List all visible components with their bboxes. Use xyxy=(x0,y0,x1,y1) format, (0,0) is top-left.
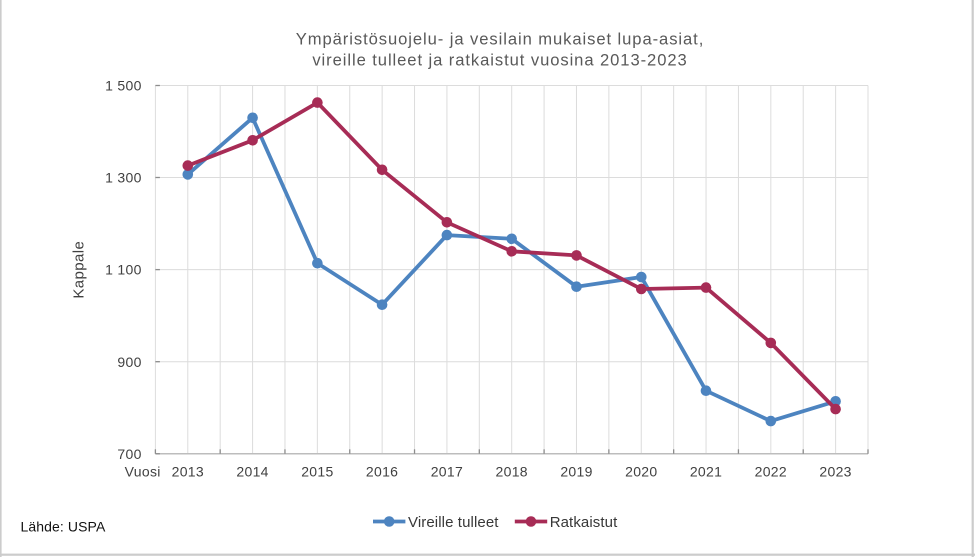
svg-text:Ratkaistut: Ratkaistut xyxy=(550,514,618,531)
svg-text:Kappale: Kappale xyxy=(71,241,88,299)
svg-text:1 100: 1 100 xyxy=(105,262,142,278)
svg-text:2017: 2017 xyxy=(431,463,463,479)
svg-text:1 300: 1 300 xyxy=(105,170,142,186)
svg-text:2013: 2013 xyxy=(172,463,204,479)
svg-text:vireille tulleet ja ratkaistut: vireille tulleet ja ratkaistut vuosina 2… xyxy=(312,51,687,70)
svg-text:2015: 2015 xyxy=(301,463,333,479)
svg-text:2018: 2018 xyxy=(496,463,528,479)
svg-text:2019: 2019 xyxy=(560,463,592,479)
svg-text:900: 900 xyxy=(117,354,141,370)
svg-text:700: 700 xyxy=(117,446,141,462)
svg-text:2023: 2023 xyxy=(819,463,851,479)
svg-text:1 500: 1 500 xyxy=(105,78,142,94)
svg-text:2022: 2022 xyxy=(755,463,787,479)
svg-text:2020: 2020 xyxy=(625,463,657,479)
svg-text:Vuosi: Vuosi xyxy=(125,463,161,479)
svg-text:2021: 2021 xyxy=(690,463,722,479)
svg-text:Vireille tulleet: Vireille tulleet xyxy=(408,514,499,531)
svg-text:Ympäristösuojelu- ja vesilain: Ympäristösuojelu- ja vesilain mukaiset l… xyxy=(296,30,704,49)
svg-text:2016: 2016 xyxy=(366,463,398,479)
svg-text:2014: 2014 xyxy=(236,463,268,479)
svg-text:Lähde: USPA: Lähde: USPA xyxy=(21,519,106,535)
